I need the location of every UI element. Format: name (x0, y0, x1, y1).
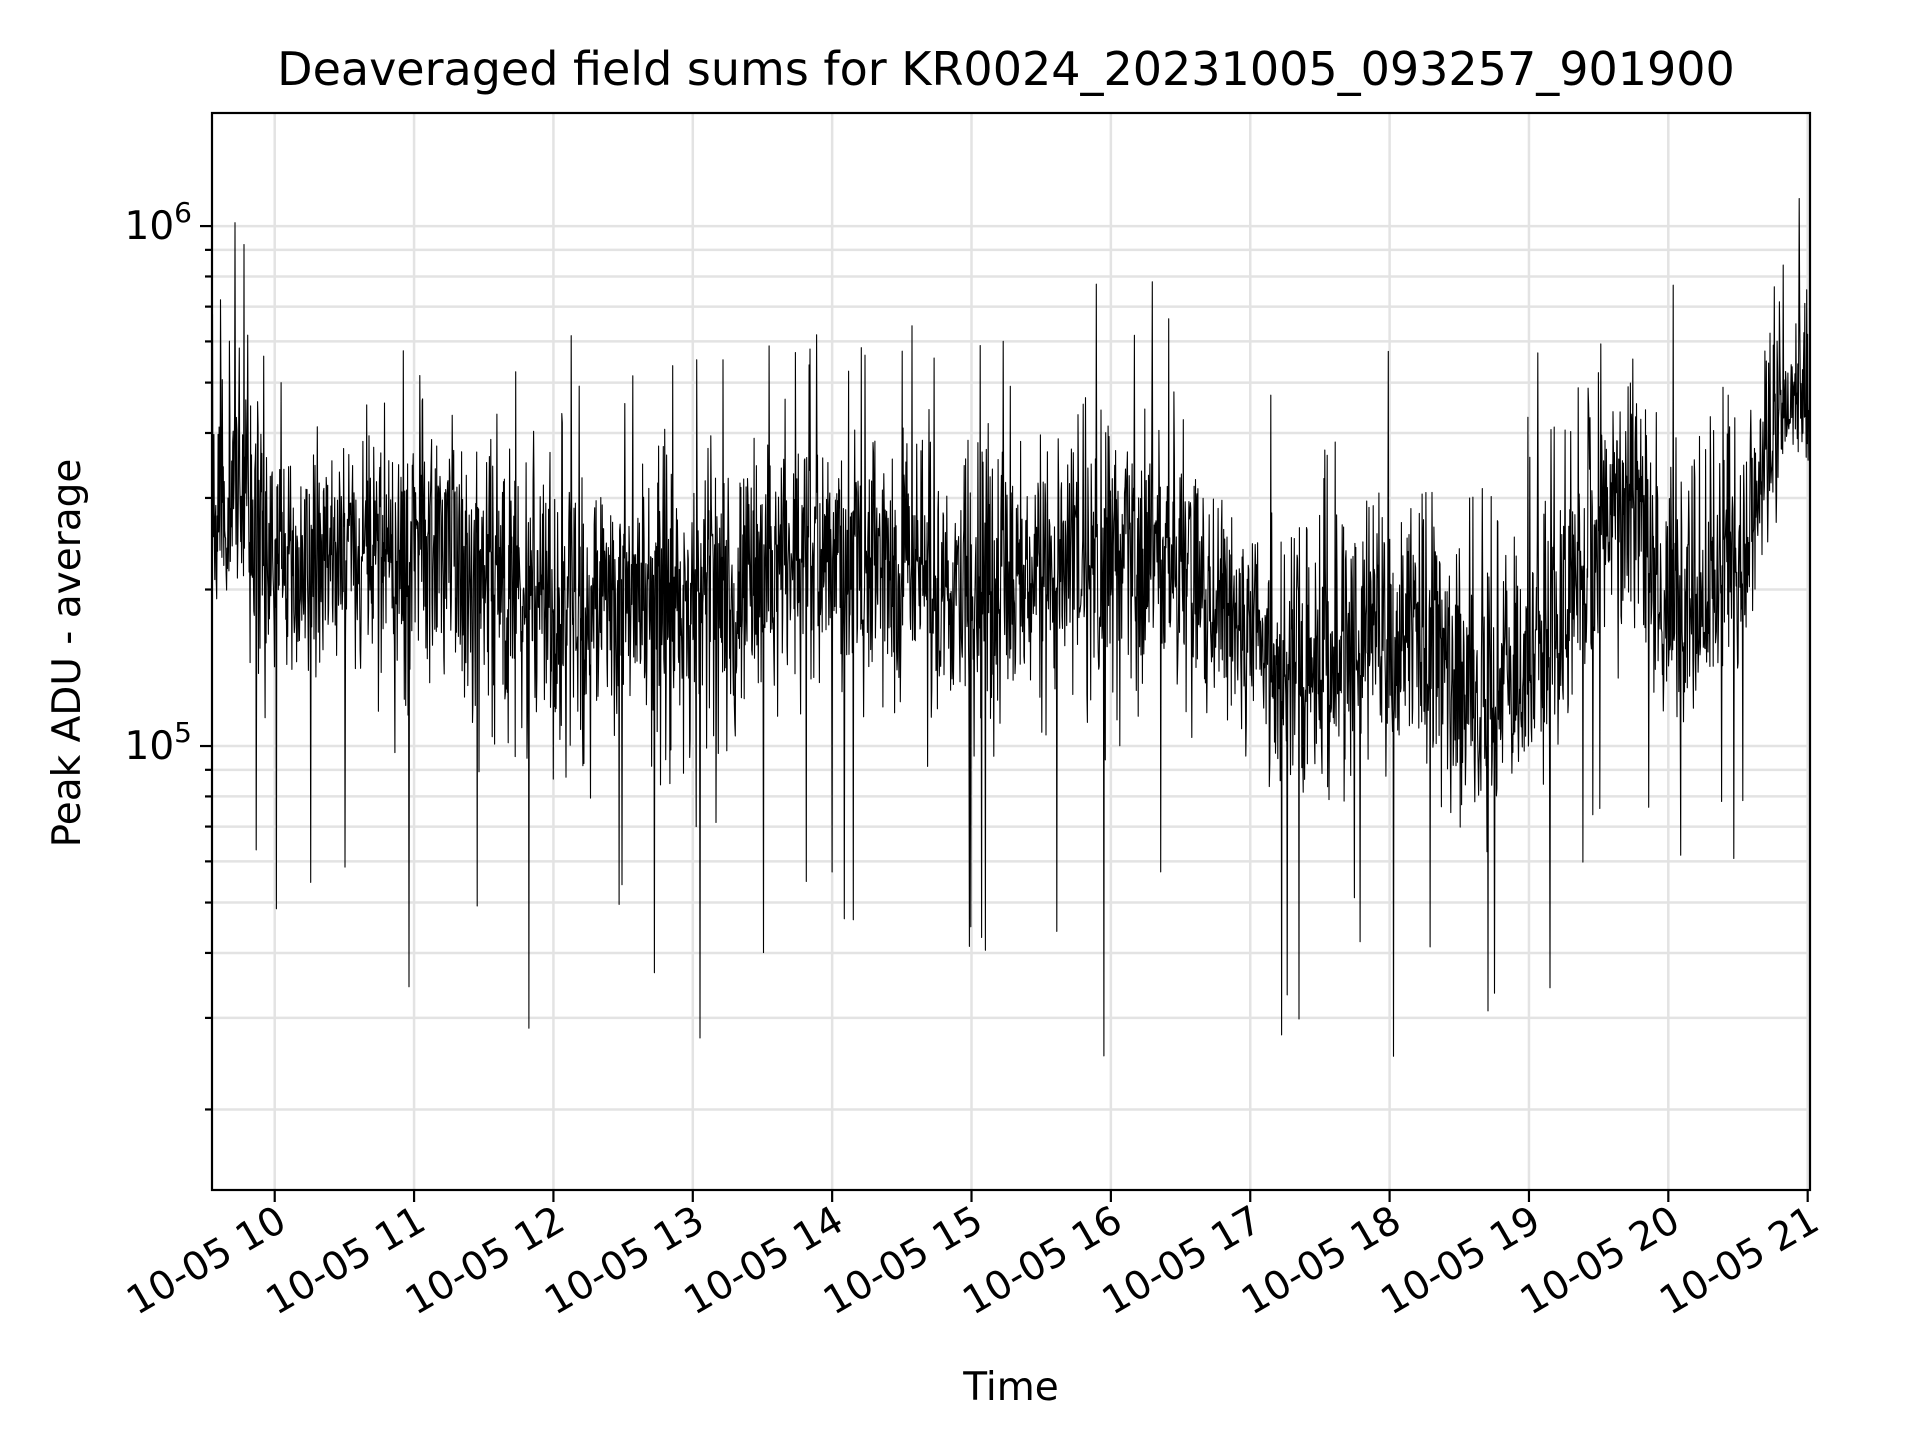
y-axis-label: Peak ADU - average (45, 459, 90, 848)
y-axis-ticks: 105 106 (125, 196, 212, 1111)
series-line (211, 197, 1811, 1057)
y-tick-label: 105 (125, 716, 192, 769)
plot-series (211, 197, 1811, 1057)
chart-title: Deaveraged field sums for KR0024_2023100… (277, 42, 1735, 96)
x-axis-label: Time (962, 1365, 1058, 1410)
y-tick-label: 106 (125, 196, 192, 249)
plot-frame (210, 111, 1812, 1192)
